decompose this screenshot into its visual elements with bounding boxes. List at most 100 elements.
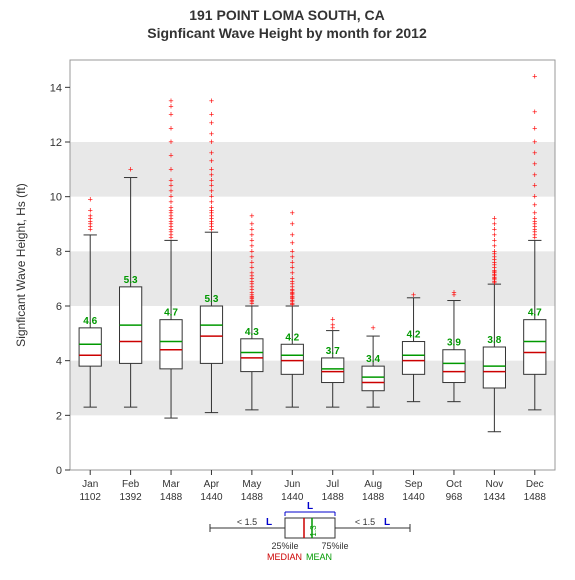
y-tick-label: 8: [56, 246, 62, 258]
outlier-marker: +: [330, 315, 335, 325]
outlier-marker: +: [290, 230, 295, 240]
chart-title-2: Signficant Wave Height by month for 2012: [147, 25, 427, 41]
mean-value-label: 4.7: [528, 308, 542, 319]
box: [362, 366, 384, 391]
outlier-marker: +: [249, 211, 254, 221]
outlier-marker: +: [168, 164, 173, 174]
month-label: May: [242, 479, 261, 490]
svg-text:25%ile: 25%ile: [271, 541, 298, 551]
month-label: Jun: [284, 479, 300, 490]
month-label: Jan: [82, 479, 98, 490]
outlier-marker: +: [492, 214, 497, 224]
month-label: Jul: [326, 479, 339, 490]
month-label: Apr: [204, 479, 220, 490]
count-label: 968: [446, 492, 463, 503]
mean-value-label: 3.8: [487, 335, 501, 346]
outlier-marker: +: [532, 148, 537, 158]
svg-text:L: L: [384, 517, 390, 528]
month-label: Aug: [364, 479, 382, 490]
count-label: 1392: [120, 492, 143, 503]
svg-text:L: L: [307, 501, 313, 512]
box: [402, 342, 424, 375]
count-label: 1488: [160, 492, 183, 503]
box: [79, 328, 101, 366]
legend-median-label: MEDIAN: [267, 552, 302, 562]
outlier-marker: +: [168, 123, 173, 133]
y-axis-label: Signficant Wave Height, Hs (ft): [14, 183, 28, 347]
box: [200, 306, 222, 363]
boxplot-svg: 191 POINT LOMA SOUTH, CASignficant Wave …: [0, 0, 575, 580]
y-tick-label: 0: [56, 465, 62, 477]
outlier-marker: +: [532, 123, 537, 133]
svg-text:< 1.5: < 1.5: [355, 517, 375, 527]
y-tick-label: 12: [50, 137, 62, 149]
box: [322, 358, 344, 383]
outlier-marker: +: [168, 137, 173, 147]
outlier-marker: +: [532, 192, 537, 202]
grid-band: [70, 361, 555, 416]
box: [443, 350, 465, 383]
outlier-marker: +: [532, 181, 537, 191]
y-tick-label: 2: [56, 410, 62, 422]
count-label: 1434: [483, 492, 506, 503]
month-label: Sep: [405, 479, 423, 490]
outlier-marker: +: [370, 323, 375, 333]
outlier-marker: +: [209, 129, 214, 139]
outlier-marker: +: [168, 175, 173, 185]
outlier-marker: +: [209, 110, 214, 120]
outlier-marker: +: [168, 96, 173, 106]
outlier-marker: +: [532, 159, 537, 169]
count-label: 1488: [362, 492, 385, 503]
svg-text:< 1.5: < 1.5: [237, 517, 257, 527]
svg-text:L: L: [266, 517, 272, 528]
svg-text:1.3: 1.3: [309, 525, 318, 537]
outlier-marker: +: [451, 287, 456, 297]
count-label: 1440: [281, 492, 304, 503]
y-tick-label: 4: [56, 356, 62, 368]
mean-value-label: 4.2: [407, 330, 421, 341]
mean-value-label: 3.7: [326, 346, 340, 357]
month-label: Mar: [162, 479, 180, 490]
y-tick-label: 6: [56, 301, 62, 313]
wave-height-boxplot-chart: { "chart": { "type": "boxplot", "title_l…: [0, 0, 575, 580]
box: [160, 320, 182, 369]
outlier-marker: +: [532, 137, 537, 147]
grid-band: [70, 251, 555, 306]
outlier-marker: +: [209, 148, 214, 158]
svg-text:75%ile: 75%ile: [321, 541, 348, 551]
mean-value-label: 4.3: [245, 327, 259, 338]
legend-diagram: L < 1.5 L < 1.5 L 25%ile 75%ile1.3 MEDIAN MEAN: [210, 501, 410, 562]
outlier-marker: +: [88, 194, 93, 204]
count-label: 1488: [241, 492, 264, 503]
outlier-marker: +: [532, 170, 537, 180]
mean-value-label: 3.9: [447, 338, 461, 349]
box: [483, 347, 505, 388]
month-label: Nov: [485, 479, 503, 490]
mean-value-label: 4.7: [164, 308, 178, 319]
mean-value-label: 5.3: [124, 275, 138, 286]
grid-band: [70, 142, 555, 197]
month-label: Feb: [122, 479, 140, 490]
legend-mean-label: MEAN: [306, 552, 332, 562]
outlier-marker: +: [532, 71, 537, 81]
box: [524, 320, 546, 375]
outlier-marker: +: [88, 205, 93, 215]
count-label: 1440: [402, 492, 425, 503]
y-tick-label: 14: [50, 82, 62, 94]
box: [241, 339, 263, 372]
outlier-marker: +: [128, 164, 133, 174]
box: [281, 344, 303, 374]
count-label: 1102: [79, 492, 101, 503]
month-label: Oct: [446, 479, 462, 490]
outlier-marker: +: [532, 107, 537, 117]
outlier-marker: +: [290, 219, 295, 229]
outlier-marker: +: [411, 290, 416, 300]
outlier-marker: +: [209, 96, 214, 106]
count-label: 1440: [200, 492, 223, 503]
mean-value-label: 4.6: [83, 316, 97, 327]
count-label: 1488: [524, 492, 547, 503]
month-label: Dec: [526, 479, 544, 490]
count-label: 1488: [322, 492, 345, 503]
mean-value-label: 5.3: [205, 294, 219, 305]
mean-value-label: 3.4: [366, 354, 380, 365]
